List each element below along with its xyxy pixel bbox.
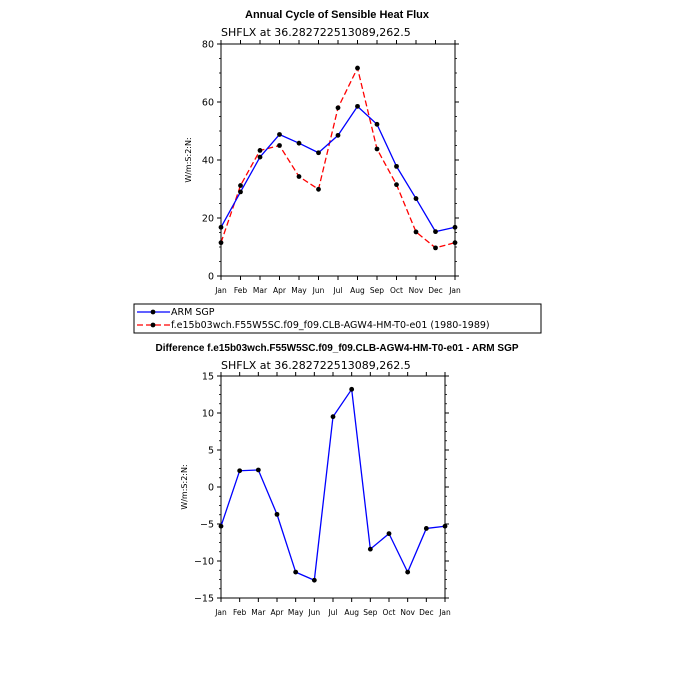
data-point: [238, 189, 243, 195]
legend-marker-model: [150, 322, 156, 328]
x-tick-label: Oct: [390, 286, 403, 295]
data-point: [374, 121, 380, 127]
y-tick-label: 15: [202, 372, 214, 383]
data-point: [255, 467, 261, 473]
y-tick-label: 5: [208, 446, 214, 457]
data-point: [452, 240, 458, 246]
data-point: [218, 224, 224, 230]
data-point: [257, 148, 263, 153]
data-point: [433, 245, 438, 251]
x-tick-label: Jan: [438, 608, 451, 617]
x-tick-label: Jul: [332, 286, 342, 295]
x-tick-label: Nov: [409, 286, 424, 295]
chart-subtitle: SHFLX at 36.282722513089,262.5: [221, 26, 411, 39]
x-tick-label: Aug: [344, 608, 359, 617]
series-group: [218, 386, 448, 583]
x-tick-label: May: [291, 286, 307, 295]
data-point: [335, 105, 341, 111]
data-point: [316, 186, 321, 192]
data-point: [218, 240, 224, 246]
data-point: [335, 132, 341, 138]
x-tick-label: Jan: [448, 286, 461, 295]
data-point: [386, 531, 392, 537]
y-tick-label: 60: [202, 98, 214, 109]
y-tick-label: 80: [202, 40, 214, 51]
data-point: [296, 140, 302, 146]
chart-subtitle: SHFLX at 36.282722513089,262.5: [221, 359, 411, 372]
data-point: [433, 229, 438, 235]
data-point: [330, 414, 336, 420]
x-tick-label: Dec: [428, 286, 443, 295]
series-line-0: [220, 105, 456, 233]
y-tick-label: −5: [200, 520, 214, 531]
data-point: [405, 569, 411, 575]
x-tick-label: Aug: [350, 286, 365, 295]
plot-frame: [220, 43, 456, 277]
y-tick-label: 10: [202, 409, 214, 420]
y-axis-label: W/m:S:2:N:: [184, 137, 193, 182]
data-point: [238, 183, 243, 188]
data-point: [442, 523, 448, 529]
legend-box: [133, 303, 542, 334]
chart-title: Annual Cycle of Sensible Heat Flux: [245, 9, 430, 21]
legend-label-arm: ARM SGP: [171, 307, 215, 318]
x-tick-label: Mar: [251, 608, 266, 617]
x-tick-label: Sep: [370, 286, 384, 295]
x-tick-label: Jul: [327, 608, 337, 617]
x-tick-label: Apr: [273, 286, 287, 295]
axes: −15 −10 −5 0 5 10 15 Jan Feb Mar Apr May Jun Jul Aug Se…: [194, 372, 451, 618]
y-tick-label: 40: [202, 156, 214, 167]
x-tick-label: Jan: [214, 286, 227, 295]
x-tick-label: Dec: [419, 608, 434, 617]
data-point: [452, 224, 458, 230]
data-point: [277, 143, 282, 148]
data-point: [374, 146, 380, 152]
legend-label-model: f.e15b03wch.F55W5SC.f09_f09.CLB-AGW4-HM-…: [171, 320, 490, 331]
legend-marker-arm: [150, 309, 156, 315]
y-tick-label: 20: [202, 214, 214, 225]
chart-title: Difference f.e15b03wch.F55W5SC.f09_f09.C…: [155, 343, 518, 354]
x-tick-label: Sep: [363, 608, 377, 617]
y-axis-label: W/m:S:2:N:: [180, 464, 189, 509]
y-tick-label: 0: [208, 483, 214, 494]
legend: ARM SGP f.e15b03wch.F55W5SC.f09_f09.CLB-…: [133, 303, 542, 334]
x-tick-label: Nov: [400, 608, 415, 617]
data-point: [293, 569, 299, 575]
data-point: [355, 103, 360, 109]
data-point: [394, 163, 399, 169]
annual-cycle-chart: Annual Cycle of Sensible Heat Flux SHFLX…: [184, 9, 461, 295]
x-tick-label: Jan: [214, 608, 227, 617]
x-tick-label: Oct: [383, 608, 396, 617]
data-point: [349, 386, 355, 392]
data-point: [355, 65, 360, 71]
data-point: [367, 546, 373, 552]
x-tick-label: Feb: [233, 608, 247, 617]
data-point: [274, 511, 280, 517]
data-point: [218, 523, 224, 529]
x-tick-label: Mar: [253, 286, 268, 295]
x-tick-label: May: [288, 608, 304, 617]
difference-chart: Difference f.e15b03wch.F55W5SC.f09_f09.C…: [155, 343, 518, 617]
data-point: [237, 468, 243, 474]
series-group: [218, 65, 458, 251]
data-point: [413, 229, 419, 235]
data-point: [394, 182, 399, 188]
y-tick-label: −10: [194, 557, 214, 568]
data-point: [277, 132, 282, 137]
data-point: [296, 174, 302, 179]
x-tick-label: Feb: [234, 286, 248, 295]
data-point: [423, 526, 429, 531]
data-point: [413, 196, 419, 201]
y-tick-label: 0: [208, 272, 214, 283]
axes: 0 20 40 60 80 Jan Feb Mar Apr May Jun Jul Aug Sep Oct N…: [202, 40, 461, 296]
series-line-1: [220, 67, 456, 249]
data-point: [257, 154, 263, 160]
data-point: [311, 577, 317, 583]
x-tick-label: Jun: [307, 608, 320, 617]
x-tick-label: Apr: [271, 608, 285, 617]
data-point: [316, 150, 321, 156]
x-tick-label: Jun: [312, 286, 325, 295]
y-tick-label: −15: [194, 594, 214, 605]
